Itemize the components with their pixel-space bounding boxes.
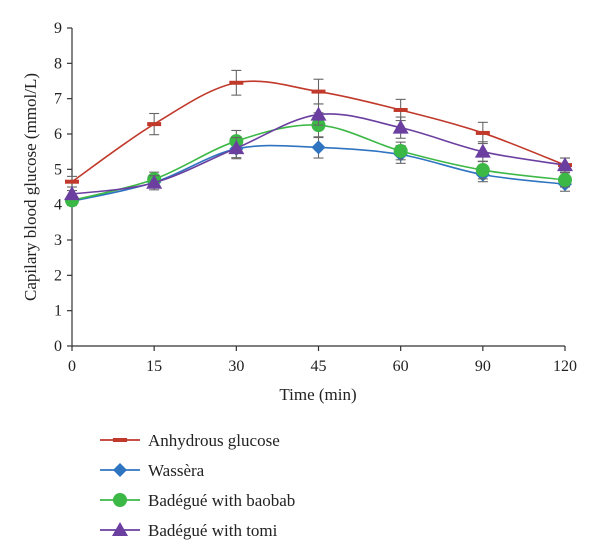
data-point bbox=[229, 80, 244, 85]
x-tick-label: 0 bbox=[68, 358, 76, 375]
legend-swatch-marker bbox=[113, 493, 127, 507]
data-point bbox=[475, 163, 490, 178]
data-point bbox=[65, 179, 79, 184]
data-point bbox=[475, 130, 490, 135]
data-point bbox=[228, 140, 245, 155]
series-layer bbox=[64, 69, 573, 209]
data-point bbox=[558, 172, 572, 187]
legend-swatch-marker bbox=[113, 463, 127, 477]
data-point bbox=[311, 89, 326, 94]
data-point bbox=[474, 143, 491, 158]
x-ticks: 0 15 30 45 60 90 120 bbox=[68, 346, 577, 375]
x-axis-title: Time (min) bbox=[279, 385, 356, 404]
legend-item-3: Badégué with baobab bbox=[100, 491, 295, 510]
y-axis-title: Capilary blood glucose (mmol/L) bbox=[21, 73, 40, 301]
legend-label: Anhydrous glucose bbox=[148, 431, 280, 450]
legend-item-2: Wassèra bbox=[100, 461, 205, 480]
legend: Anhydrous glucose Wassèra Badégué with bao… bbox=[100, 431, 295, 540]
y-tick-label: 0 bbox=[54, 338, 62, 355]
y-tick-label: 9 bbox=[54, 20, 62, 37]
legend-item-1: Anhydrous glucose bbox=[100, 431, 280, 450]
data-point bbox=[393, 143, 408, 158]
series-4 bbox=[64, 103, 573, 201]
y-tick-label: 5 bbox=[54, 161, 62, 178]
x-tick-label: 45 bbox=[311, 358, 327, 375]
x-tick-label: 90 bbox=[475, 358, 491, 375]
y-tick-label: 1 bbox=[54, 303, 62, 320]
x-tick-label: 60 bbox=[393, 358, 409, 375]
y-tick-label: 4 bbox=[54, 197, 62, 214]
legend-swatch-marker bbox=[112, 522, 128, 536]
y-tick-label: 8 bbox=[54, 55, 62, 72]
x-tick-label: 15 bbox=[146, 358, 162, 375]
y-tick-label: 2 bbox=[54, 267, 62, 284]
y-tick-label: 7 bbox=[54, 91, 62, 108]
legend-label: Wassèra bbox=[148, 461, 205, 480]
data-point bbox=[392, 119, 409, 134]
legend-label: Badégué with tomi bbox=[148, 521, 278, 540]
y-ticks: 0 1 2 3 4 5 6 7 8 9 bbox=[54, 20, 72, 355]
axes bbox=[71, 28, 565, 347]
x-tick-label: 30 bbox=[228, 358, 244, 375]
series-3 bbox=[65, 112, 572, 208]
y-tick-label: 3 bbox=[54, 232, 62, 249]
data-point bbox=[557, 157, 573, 172]
legend-swatch-marker bbox=[113, 438, 127, 442]
data-point bbox=[310, 106, 327, 121]
y-tick-label: 6 bbox=[54, 126, 62, 143]
data-point bbox=[64, 186, 80, 201]
data-point bbox=[146, 174, 163, 189]
data-point bbox=[147, 122, 162, 127]
legend-label: Badégué with baobab bbox=[148, 491, 295, 510]
data-point bbox=[393, 107, 408, 112]
x-tick-label: 120 bbox=[553, 358, 577, 375]
data-point bbox=[311, 140, 326, 155]
legend-item-4: Badégué with tomi bbox=[100, 521, 278, 540]
